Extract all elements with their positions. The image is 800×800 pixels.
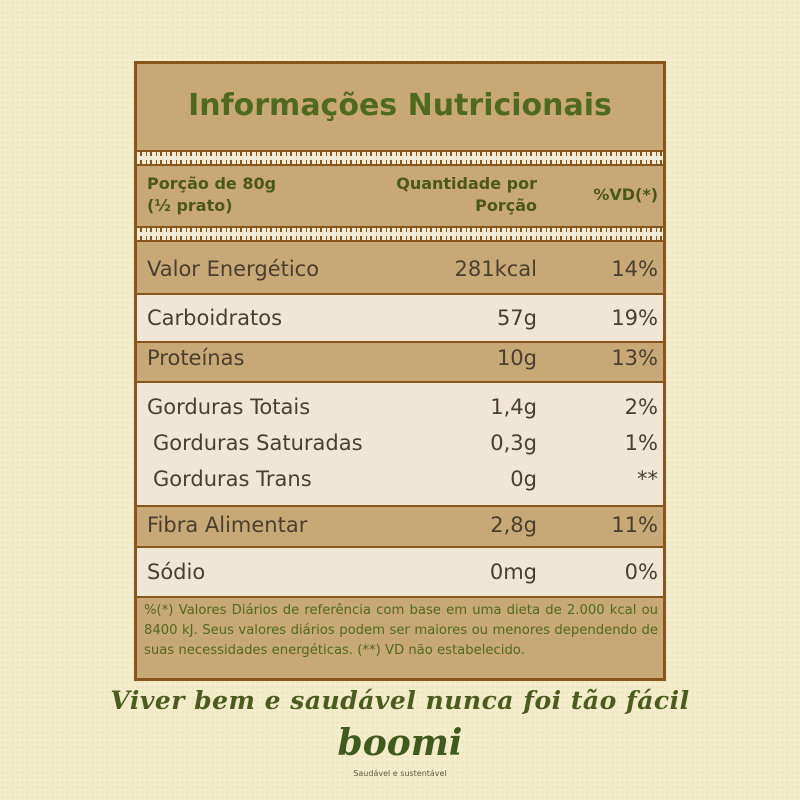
row-band: [137, 546, 663, 598]
header-line: Porção: [475, 196, 537, 215]
header-line: Quantidade por: [396, 174, 537, 193]
row-quantity: 0mg: [489, 560, 537, 584]
nutrition-panel: Informações Nutricionais Porção de 80g (½…: [134, 61, 666, 681]
row-label: Gorduras Saturadas: [153, 431, 363, 455]
row-quantity: 0,3g: [490, 431, 537, 455]
divider: [137, 150, 663, 166]
title: Informações Nutricionais: [188, 88, 612, 123]
row-quantity: 281kcal: [454, 257, 538, 281]
row-quantity: 2,8g: [490, 513, 537, 537]
row-dv: 11%: [611, 513, 658, 537]
row-quantity: 1,4g: [490, 395, 537, 419]
row-quantity: 0g: [510, 467, 537, 491]
row-dv: 1%: [624, 431, 658, 455]
row-dv: 0%: [624, 560, 658, 584]
row-label: Carboidratos: [147, 306, 283, 330]
row-label: Fibra Alimentar: [147, 513, 308, 537]
row-dv: 13%: [611, 346, 658, 370]
tagline: Viver bem e saudável nunca foi tão fácil: [110, 686, 690, 715]
row-label: Gorduras Trans: [153, 467, 312, 491]
row-label: Valor Energético: [147, 257, 320, 281]
header-line: (½ prato): [147, 196, 233, 215]
row-dv: 14%: [611, 257, 658, 281]
row-label: Sódio: [147, 560, 206, 584]
row-label: Gorduras Totais: [147, 395, 311, 419]
row-band: [137, 381, 663, 507]
divider: [137, 226, 663, 242]
quantity-header: Quantidade por Porção: [396, 173, 537, 217]
row-dv: **: [637, 467, 658, 491]
row-band: [137, 293, 663, 343]
header-line: Porção de 80g: [147, 174, 277, 193]
row-dv: 19%: [611, 306, 658, 330]
footnote: %(*) Valores Diários de referência com b…: [144, 603, 658, 658]
dv-header: %VD(*): [593, 185, 658, 204]
row-quantity: 10g: [496, 346, 537, 370]
portion-header: Porção de 80g (½ prato): [147, 173, 276, 217]
row-dv: 2%: [624, 395, 658, 419]
row-label: Proteínas: [147, 346, 245, 370]
brand-slogan: Saudável e sustentável: [353, 769, 447, 778]
row-quantity: 57g: [496, 306, 537, 330]
brand-logo: boomi: [337, 722, 463, 764]
